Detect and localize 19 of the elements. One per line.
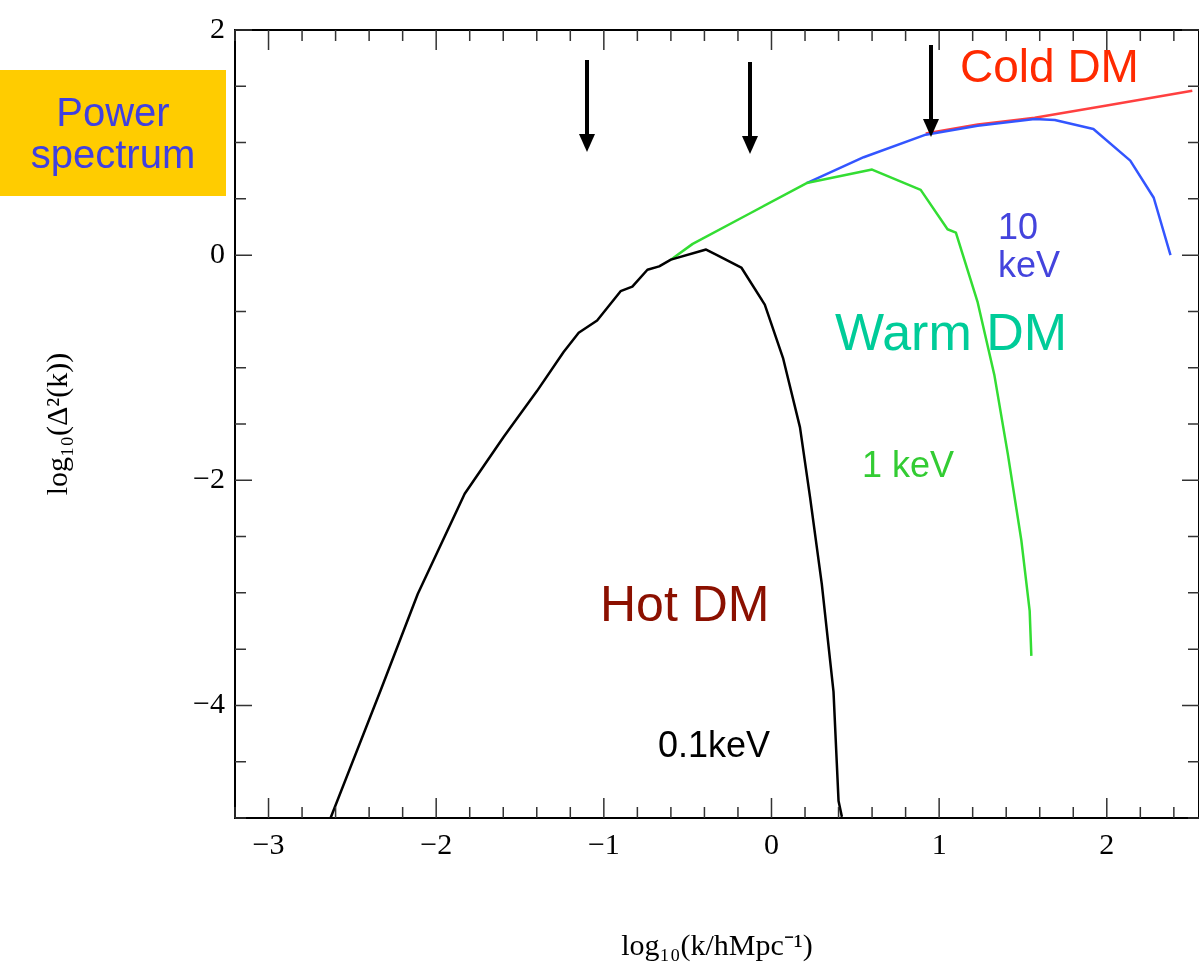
x-tick-label: −1 [587, 826, 620, 860]
y-tick-label: −4 [193, 686, 225, 720]
x-tick-label: −2 [420, 826, 453, 860]
text: 10 keV [998, 206, 1062, 285]
y-tick-label: −2 [193, 461, 225, 495]
y-tick-label: 2 [210, 10, 225, 44]
text: Power spectrum [0, 70, 226, 196]
x-axis-title: log₁₀(k/hMpc⁻¹) [621, 927, 813, 962]
x-tick-label: −3 [252, 826, 285, 860]
y-axis-title: log₁₀(Δ²(k)) [39, 352, 74, 496]
annotation: Warm DM [835, 303, 1068, 361]
series-label: 0.1keV [658, 724, 771, 765]
series-label: 1 keV [862, 444, 955, 485]
x-tick-label: 2 [1099, 826, 1115, 860]
x-tick-label: 1 [931, 826, 947, 860]
annotation: Hot DM [600, 576, 770, 632]
x-tick-label: 0 [763, 826, 779, 860]
series-label: Cold DM [960, 40, 1139, 92]
y-tick-label: 0 [210, 236, 225, 270]
